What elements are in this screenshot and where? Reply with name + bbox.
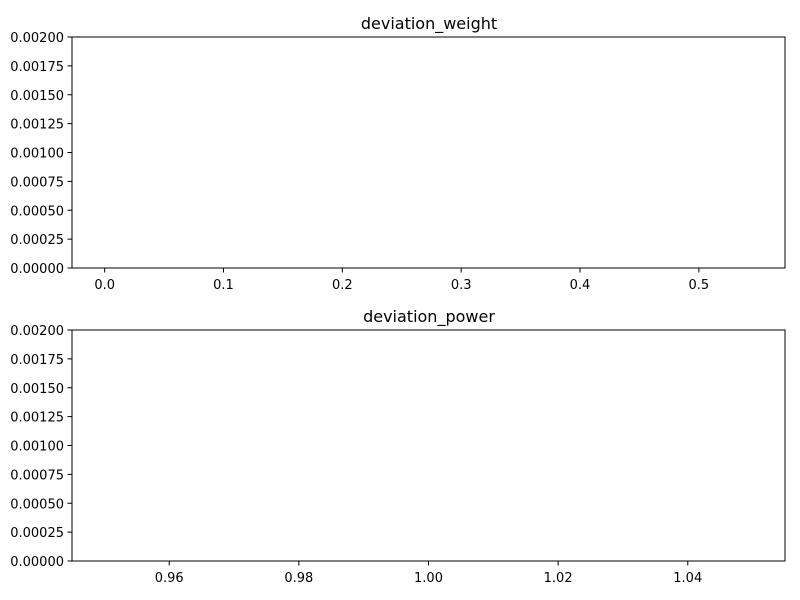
x-tick-label: 1.00 bbox=[414, 571, 443, 586]
y-axis: 0.00000 0.00025 0.00050 0.00075 0.00100 0.001… bbox=[10, 324, 72, 570]
y-tick-label: 0.00050 bbox=[10, 204, 64, 219]
x-tick-label: 0.5 bbox=[689, 278, 710, 293]
y-tick-label: 0.00150 bbox=[10, 382, 64, 397]
y-tick-label: 0.00200 bbox=[10, 31, 64, 46]
y-tick-label: 0.00150 bbox=[10, 89, 64, 104]
x-axis: 0.96 0.98 1.00 1.02 1.04 bbox=[155, 561, 702, 586]
x-tick-label: 0.2 bbox=[332, 278, 353, 293]
y-tick-label: 0.00025 bbox=[10, 233, 64, 248]
y-tick-label: 0.00175 bbox=[10, 60, 64, 75]
y-tick-label: 0.00075 bbox=[10, 468, 64, 483]
x-axis: 0.0 0.1 0.2 0.3 0.4 0.5 bbox=[94, 268, 709, 293]
y-tick-label: 0.00100 bbox=[10, 440, 64, 455]
y-tick-label: 0.00000 bbox=[10, 262, 64, 277]
x-tick-label: 0.98 bbox=[284, 571, 313, 586]
y-tick-label: 0.00125 bbox=[10, 411, 64, 426]
x-tick-label: 0.3 bbox=[451, 278, 472, 293]
y-axis: 0.00000 0.00025 0.00050 0.00075 0.00100 0.001… bbox=[10, 31, 72, 277]
y-tick-label: 0.00050 bbox=[10, 497, 64, 512]
x-tick-label: 0.0 bbox=[94, 278, 115, 293]
x-tick-label: 1.02 bbox=[544, 571, 573, 586]
subplot-deviation-power: deviation_power 0.96 0.98 1.00 1.02 1.04 0.0… bbox=[10, 307, 786, 586]
y-tick-label: 0.00025 bbox=[10, 526, 64, 541]
y-tick-label: 0.00075 bbox=[10, 175, 64, 190]
y-tick-label: 0.00100 bbox=[10, 147, 64, 162]
x-tick-label: 1.04 bbox=[673, 571, 702, 586]
x-tick-label: 0.4 bbox=[570, 278, 591, 293]
chart-title: deviation_weight bbox=[361, 14, 497, 34]
x-tick-label: 0.96 bbox=[155, 571, 184, 586]
chart-title: deviation_power bbox=[363, 307, 495, 327]
x-tick-label: 0.1 bbox=[213, 278, 234, 293]
y-tick-label: 0.00200 bbox=[10, 324, 64, 339]
y-tick-label: 0.00000 bbox=[10, 555, 64, 570]
subplot-deviation-weight: deviation_weight 0.0 0.1 0.2 0.3 0.4 0.5 0.00… bbox=[10, 14, 786, 293]
y-tick-label: 0.00175 bbox=[10, 353, 64, 368]
y-tick-label: 0.00125 bbox=[10, 118, 64, 133]
